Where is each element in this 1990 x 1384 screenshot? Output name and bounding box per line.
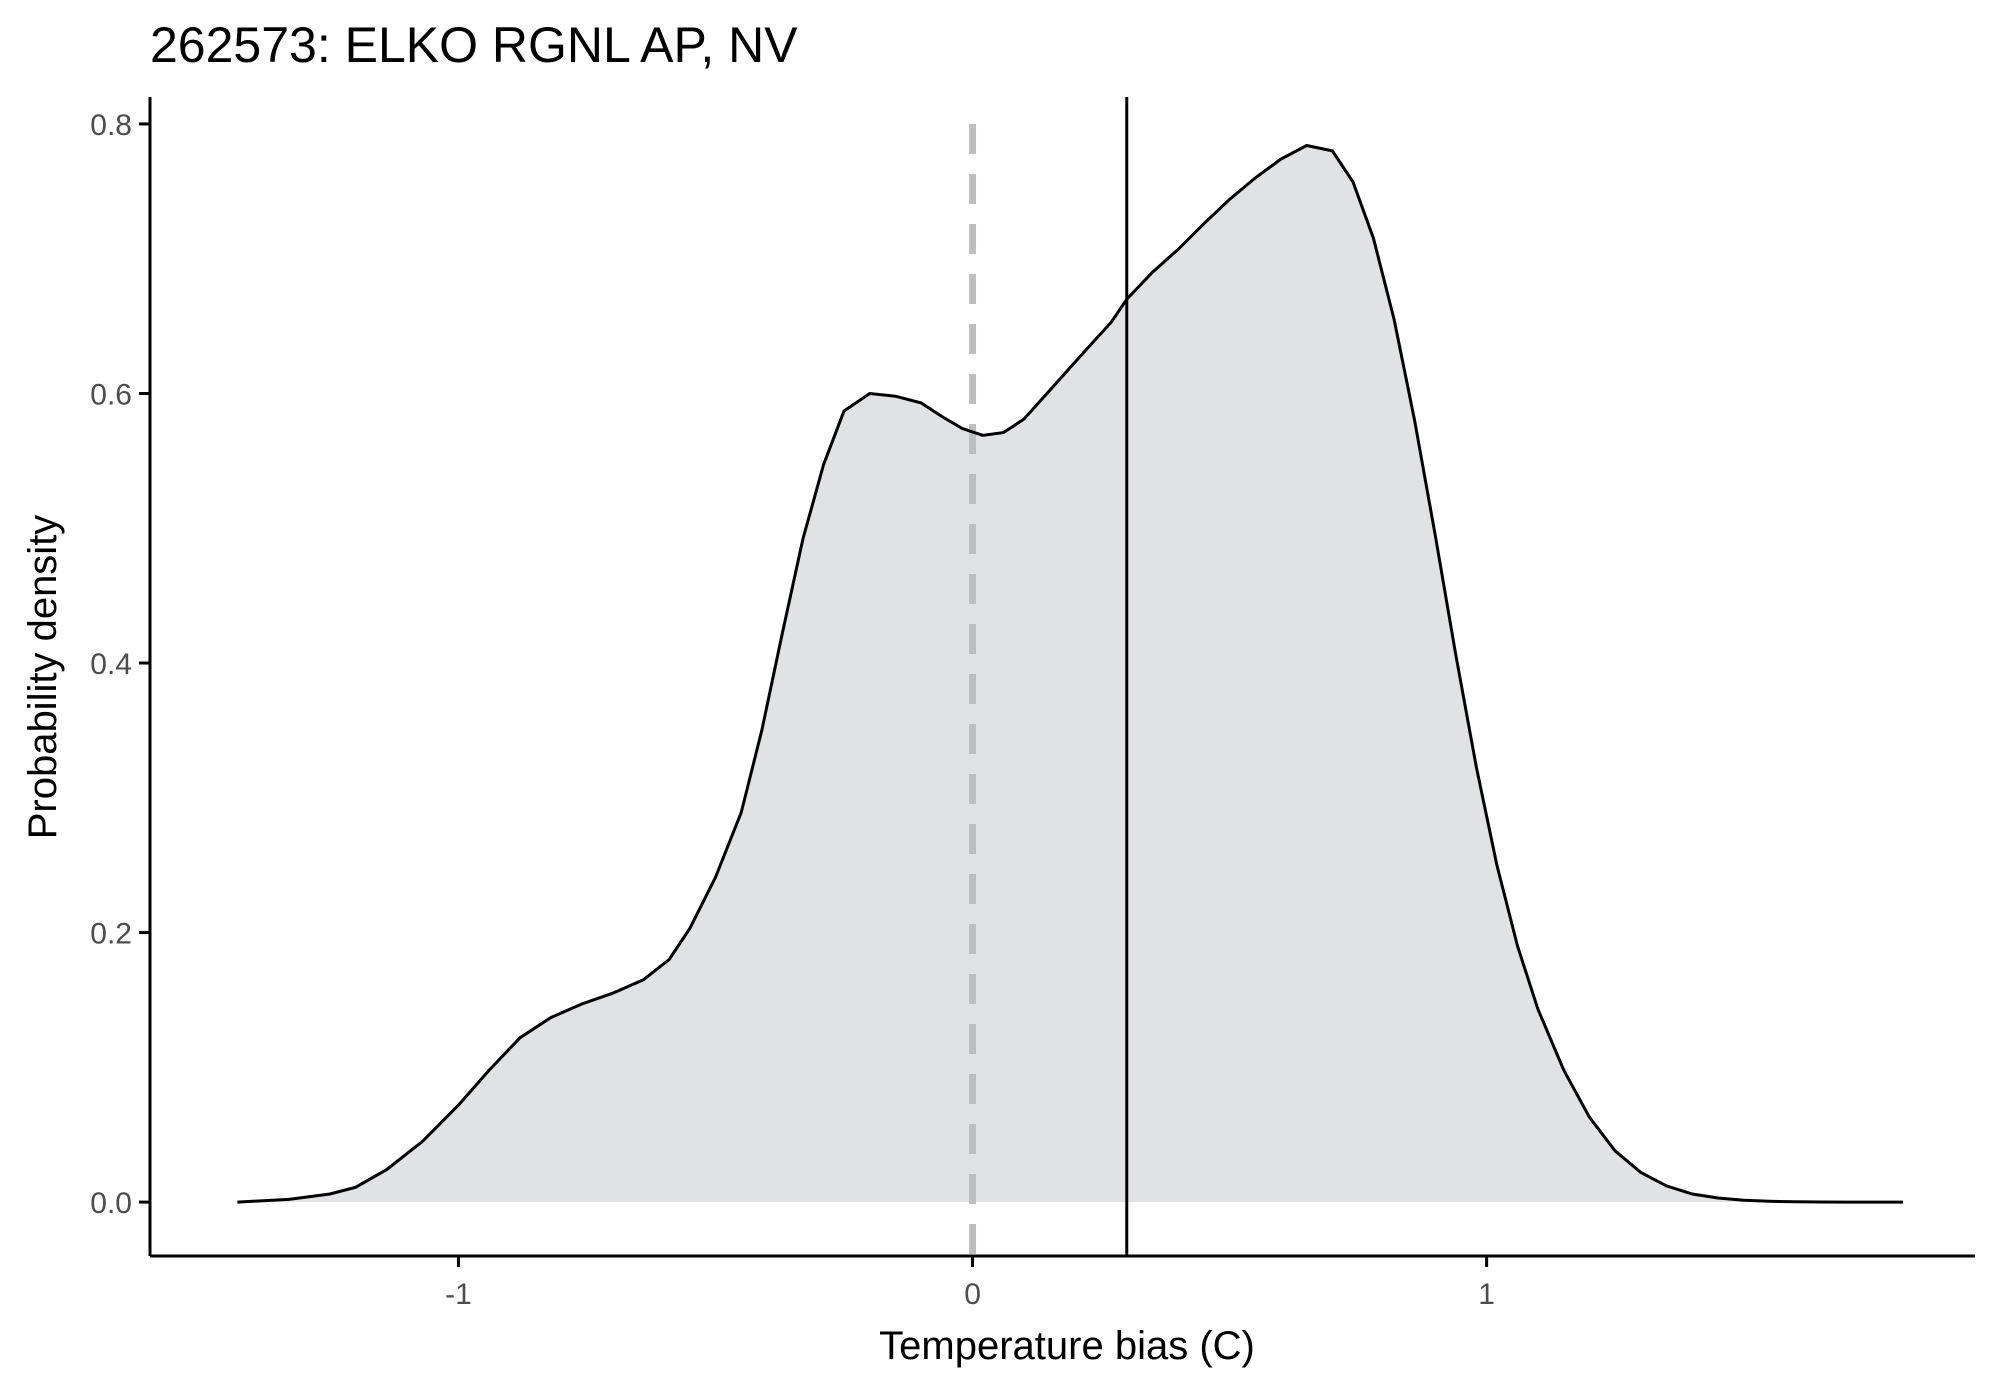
chart-title: 262573: ELKO RGNL AP, NV — [150, 17, 798, 73]
y-axis-title: Probability density — [21, 515, 65, 840]
y-tick-label: 0.8 — [90, 109, 132, 142]
y-tick-label: 0.2 — [90, 918, 132, 951]
x-tick-label: 0 — [964, 1278, 981, 1311]
x-axis: -1 0 1 — [150, 1254, 1975, 1311]
y-tick-label: 0.4 — [90, 648, 132, 681]
x-tick-label: 1 — [1478, 1278, 1495, 1311]
y-axis: 0.0 0.2 0.4 0.6 0.8 — [90, 97, 152, 1256]
x-axis-title: Temperature bias (C) — [879, 1324, 1255, 1368]
plot-area — [237, 97, 1903, 1256]
density-area — [237, 145, 1903, 1203]
density-curve — [237, 143, 1903, 1204]
y-tick-label: 0.6 — [90, 378, 132, 411]
x-tick-label: -1 — [445, 1278, 472, 1311]
y-tick-label: 0.0 — [90, 1187, 132, 1220]
